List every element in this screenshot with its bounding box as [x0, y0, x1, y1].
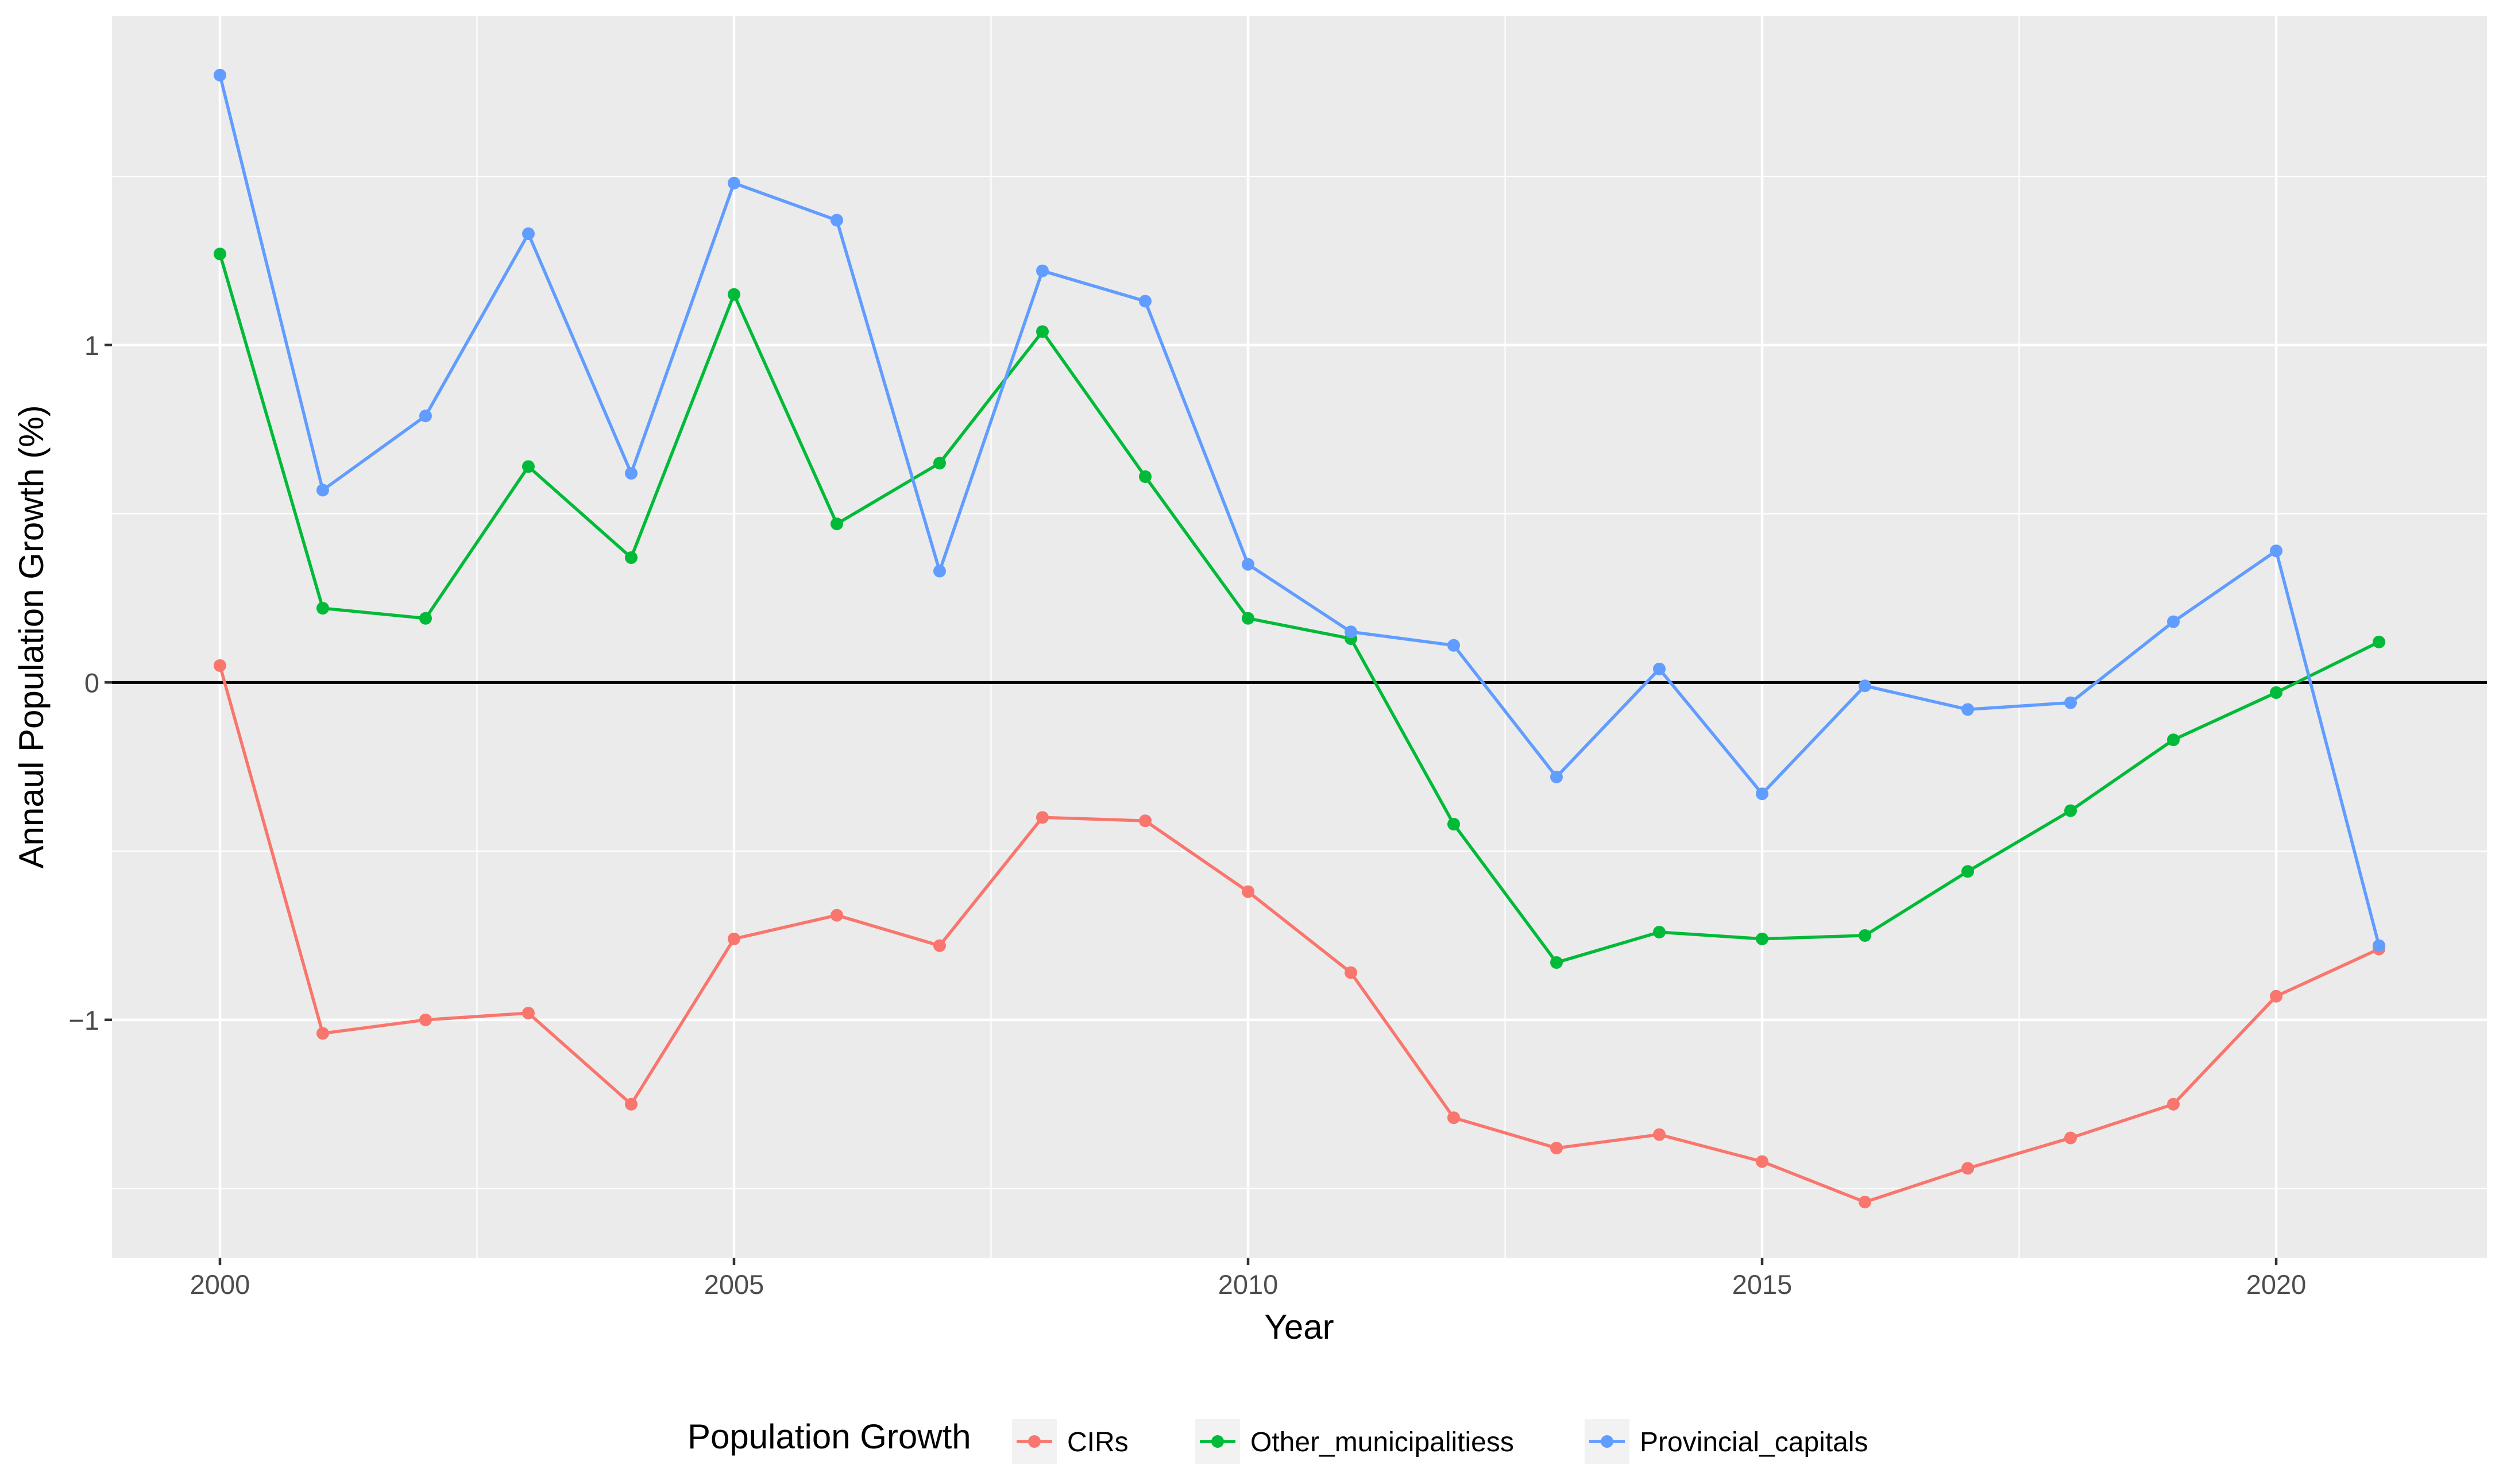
data-point-provincial-capitals: [1550, 770, 1563, 783]
data-point-provincial-capitals: [1756, 787, 1769, 801]
data-series: [213, 68, 2386, 1209]
data-point-cirs: [2270, 990, 2283, 1003]
data-point-other-municipalitiess: [1550, 956, 1563, 969]
y-tick-label: 0: [84, 667, 99, 698]
data-point-cirs: [1859, 1196, 1872, 1209]
data-point-provincial-capitals: [1241, 558, 1254, 571]
legend-item-provincial-capitals: Provincial_capitals: [1585, 1419, 1868, 1464]
data-point-other-municipalitiess: [727, 288, 740, 301]
data-point-other-municipalitiess: [933, 457, 946, 470]
legend-item-cirs: CIRs: [1012, 1419, 1129, 1464]
data-point-other-municipalitiess: [624, 551, 638, 564]
data-point-cirs: [2064, 1131, 2077, 1145]
data-point-cirs: [1756, 1155, 1769, 1168]
data-point-cirs: [830, 909, 843, 922]
data-point-provincial-capitals: [2270, 544, 2283, 558]
x-tick-label: 2005: [704, 1269, 764, 1300]
data-point-provincial-capitals: [2167, 615, 2180, 628]
data-point-provincial-capitals: [1036, 264, 1049, 277]
data-point-cirs: [522, 1007, 535, 1020]
legend-label: CIRs: [1067, 1427, 1129, 1458]
data-point-other-municipalitiess: [1241, 612, 1254, 625]
x-tick-label: 2000: [190, 1269, 250, 1300]
x-tick-label: 2015: [1732, 1269, 1793, 1300]
data-point-provincial-capitals: [1859, 679, 1872, 693]
series-line-provincial-capitals: [218, 75, 2381, 946]
data-point-cirs: [1345, 966, 1358, 979]
legend-label: Other_municipalitiess: [1250, 1427, 1514, 1458]
x-axis-title: Year: [1264, 1308, 1334, 1346]
data-point-cirs: [1447, 1111, 1461, 1124]
data-point-cirs: [933, 939, 946, 952]
data-point-other-municipalitiess: [1961, 865, 1975, 878]
data-point-cirs: [2167, 1097, 2180, 1111]
data-point-cirs: [213, 659, 226, 672]
data-point-cirs: [727, 932, 740, 945]
y-axis-title: Annaul Population Growth (%): [12, 405, 51, 868]
data-point-cirs: [1241, 885, 1254, 898]
data-point-other-municipalitiess: [1859, 929, 1872, 942]
legend-item-other-municipalitiess: Other_municipalitiess: [1195, 1419, 1514, 1464]
legend-key-point: [1211, 1435, 1224, 1448]
data-point-cirs: [316, 1027, 329, 1040]
data-point-other-municipalitiess: [213, 248, 226, 261]
legend-title: Population Growth: [687, 1417, 971, 1456]
data-point-other-municipalitiess: [316, 602, 329, 615]
data-point-provincial-capitals: [2064, 696, 2077, 709]
data-point-other-municipalitiess: [830, 517, 843, 531]
data-point-provincial-capitals: [1653, 662, 1666, 675]
data-point-provincial-capitals: [830, 214, 843, 227]
data-point-cirs: [419, 1013, 432, 1026]
data-point-provincial-capitals: [1138, 295, 1152, 308]
data-point-other-municipalitiess: [2270, 686, 2283, 699]
series-line-other-municipalitiess: [218, 253, 2380, 964]
data-point-provincial-capitals: [316, 484, 329, 497]
data-point-provincial-capitals: [1447, 639, 1461, 652]
legend-key-point: [1028, 1435, 1041, 1448]
plot-panel: [112, 16, 2487, 1258]
data-point-cirs: [1036, 811, 1049, 824]
data-point-provincial-capitals: [727, 176, 740, 190]
data-point-other-municipalitiess: [1653, 926, 1666, 939]
data-point-cirs: [1961, 1162, 1975, 1175]
x-tick-label: 2020: [2246, 1269, 2307, 1300]
data-point-other-municipalitiess: [1138, 470, 1152, 483]
x-tick-label: 2010: [1218, 1269, 1279, 1300]
data-point-provincial-capitals: [1345, 625, 1358, 639]
legend-key-point: [1601, 1435, 1613, 1448]
data-point-other-municipalitiess: [522, 460, 535, 473]
data-point-other-municipalitiess: [2167, 733, 2180, 747]
data-point-provincial-capitals: [624, 467, 638, 480]
series-provincial-capitals: [213, 68, 2386, 952]
data-point-provincial-capitals: [522, 227, 535, 240]
series-cirs: [213, 659, 2386, 1209]
data-point-provincial-capitals: [213, 68, 226, 82]
data-point-other-municipalitiess: [1756, 932, 1769, 945]
data-point-other-municipalitiess: [1447, 818, 1461, 831]
data-point-other-municipalitiess: [2064, 804, 2077, 817]
data-point-provincial-capitals: [2373, 939, 2386, 952]
data-point-provincial-capitals: [419, 409, 432, 423]
data-point-cirs: [1138, 814, 1152, 828]
data-point-other-municipalitiess: [419, 612, 432, 625]
axes: 2000 2005 2010 2015 2020 −1 0 1: [68, 330, 2306, 1300]
y-tick-label: 1: [84, 330, 99, 361]
data-point-cirs: [1653, 1128, 1666, 1141]
data-point-other-municipalitiess: [2373, 635, 2386, 648]
data-point-cirs: [624, 1097, 638, 1111]
data-point-provincial-capitals: [1961, 703, 1975, 716]
series-line-cirs: [218, 665, 2380, 1204]
y-tick-label: −1: [68, 1005, 99, 1035]
legend: Population Growth CIRs Other_municipaliti…: [687, 1417, 1868, 1464]
gridlines: [112, 16, 2487, 1258]
data-point-provincial-capitals: [933, 565, 946, 578]
data-point-cirs: [1550, 1142, 1563, 1155]
legend-label: Provincial_capitals: [1640, 1427, 1868, 1458]
data-point-other-municipalitiess: [1036, 325, 1049, 338]
